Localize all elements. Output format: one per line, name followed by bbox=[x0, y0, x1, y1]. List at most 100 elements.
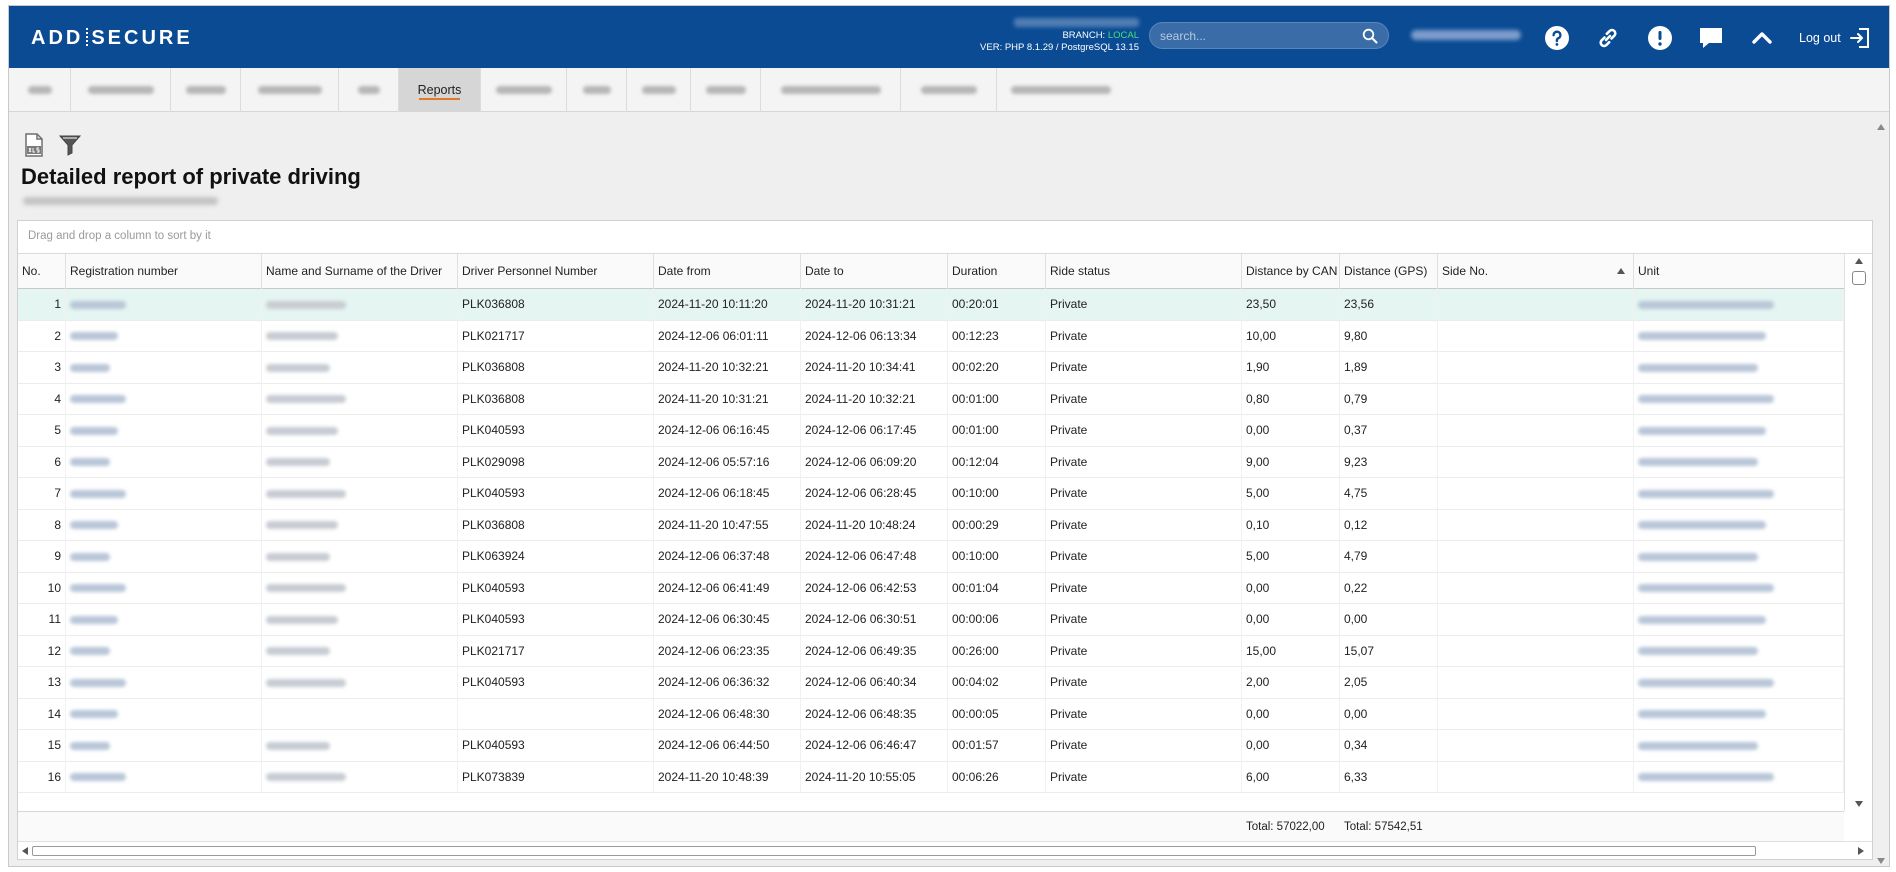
cell-unit-redacted bbox=[1634, 572, 1844, 604]
table-row[interactable]: 3 PLK036808 2024-11-20 10:32:21 2024-11-20 … bbox=[18, 352, 1844, 384]
table-row[interactable]: 6 PLK029098 2024-12-06 05:57:16 2024-12-06 … bbox=[18, 446, 1844, 478]
table-row[interactable]: 14 2024-12-06 06:48:30 2024-12-06 06:48:35… bbox=[18, 698, 1844, 730]
table-row[interactable]: 10 PLK040593 2024-12-06 06:41:49 2024-12-06… bbox=[18, 572, 1844, 604]
tab-redacted-8[interactable] bbox=[627, 68, 691, 112]
col-distance-gps[interactable]: Distance (GPS) bbox=[1340, 254, 1438, 289]
col-no[interactable]: No. bbox=[18, 254, 66, 289]
scroll-right-arrow-icon[interactable] bbox=[1858, 847, 1864, 855]
cell-date-from: 2024-11-20 10:31:21 bbox=[654, 383, 801, 415]
col-personnel-number[interactable]: Driver Personnel Number bbox=[458, 254, 654, 289]
col-duration[interactable]: Duration bbox=[948, 254, 1046, 289]
logo-right-text: SECURE bbox=[91, 27, 193, 49]
col-unit[interactable]: Unit bbox=[1638, 264, 1660, 278]
logout-button[interactable]: Log out bbox=[1799, 24, 1871, 52]
tab-redacted-12[interactable] bbox=[997, 68, 1125, 112]
table-row-partial[interactable] bbox=[18, 793, 1844, 811]
tab-redacted-7[interactable] bbox=[567, 68, 627, 112]
page-scroll-up-icon[interactable] bbox=[1877, 124, 1885, 130]
col-date-from[interactable]: Date from bbox=[654, 254, 801, 289]
scroll-down-arrow-icon[interactable] bbox=[1855, 801, 1863, 807]
group-drop-area[interactable]: Drag and drop a column to sort by it bbox=[18, 221, 1872, 254]
table-row[interactable]: 16 PLK073839 2024-11-20 10:48:39 2024-11-20… bbox=[18, 761, 1844, 793]
col-side-no[interactable]: Side No. bbox=[1438, 254, 1634, 289]
cell-no: 13 bbox=[18, 667, 66, 699]
tab-redacted-11[interactable] bbox=[901, 68, 997, 112]
chat-icon[interactable] bbox=[1696, 23, 1726, 53]
table-row[interactable]: 5 PLK040593 2024-12-06 06:16:45 2024-12-06 … bbox=[18, 415, 1844, 447]
tab-redacted-1[interactable] bbox=[9, 68, 71, 112]
help-icon[interactable] bbox=[1542, 23, 1572, 53]
cell-distance-gps: 15,07 bbox=[1340, 635, 1438, 667]
table-row[interactable]: 11 PLK040593 2024-12-06 06:30:45 2024-12-06… bbox=[18, 604, 1844, 636]
redacted-value bbox=[70, 552, 110, 561]
cell-registration-redacted bbox=[66, 320, 262, 352]
table-row[interactable]: 13 PLK040593 2024-12-06 06:36:32 2024-12-06… bbox=[18, 667, 1844, 699]
scroll-left-arrow-icon[interactable] bbox=[22, 847, 28, 855]
cell-driver-name-redacted bbox=[262, 698, 458, 730]
redacted-value bbox=[266, 615, 338, 624]
table-row[interactable]: 1 PLK036808 2024-11-20 10:11:20 2024-11-20 … bbox=[18, 289, 1844, 321]
col-driver-name[interactable]: Name and Surname of the Driver bbox=[262, 254, 458, 289]
cell-ride-status: Private bbox=[1046, 289, 1242, 321]
col-ride-status[interactable]: Ride status bbox=[1046, 254, 1242, 289]
cell-side-no bbox=[1438, 446, 1634, 478]
cell-date-from: 2024-12-06 06:30:45 bbox=[654, 604, 801, 636]
tab-reports[interactable]: Reports bbox=[399, 68, 481, 112]
cell-registration-redacted bbox=[66, 572, 262, 604]
table-row[interactable]: 15 PLK040593 2024-12-06 06:44:50 2024-12-06… bbox=[18, 730, 1844, 762]
search-icon[interactable] bbox=[1362, 28, 1378, 44]
tab-redacted-3[interactable] bbox=[171, 68, 241, 112]
export-xls-button[interactable] bbox=[21, 132, 47, 158]
cell-date-to: 2024-12-06 06:46:47 bbox=[801, 730, 948, 762]
scroll-up-arrow-icon[interactable] bbox=[1855, 258, 1863, 264]
cell-unit-redacted bbox=[1634, 415, 1844, 447]
table-row[interactable]: 12 PLK021717 2024-12-06 06:23:35 2024-12-06… bbox=[18, 635, 1844, 667]
filter-button[interactable] bbox=[57, 132, 83, 158]
cell-unit-redacted bbox=[1634, 446, 1844, 478]
redacted-value bbox=[1638, 773, 1774, 782]
table-row[interactable]: 9 PLK063924 2024-12-06 06:37:48 2024-12-06 … bbox=[18, 541, 1844, 573]
cell-date-from: 2024-12-06 06:41:49 bbox=[654, 572, 801, 604]
cell-ride-status: Private bbox=[1046, 572, 1242, 604]
tab-redacted-9[interactable] bbox=[691, 68, 761, 112]
cell-distance-can: 0,80 bbox=[1242, 383, 1340, 415]
table-row[interactable]: 2 PLK021717 2024-12-06 06:01:11 2024-12-06 … bbox=[18, 320, 1844, 352]
search-input[interactable] bbox=[1160, 27, 1350, 45]
cell-registration-redacted bbox=[66, 635, 262, 667]
page-scroll-down-icon[interactable] bbox=[1877, 858, 1885, 864]
table-row[interactable]: 7 PLK040593 2024-12-06 06:18:45 2024-12-06 … bbox=[18, 478, 1844, 510]
scroll-thumb[interactable] bbox=[1852, 271, 1866, 285]
horizontal-scroll-thumb[interactable] bbox=[32, 846, 1756, 856]
cell-distance-can: 5,00 bbox=[1242, 478, 1340, 510]
cell-date-to: 2024-12-06 06:09:20 bbox=[801, 446, 948, 478]
cell-date-from: 2024-11-20 10:48:39 bbox=[654, 761, 801, 793]
tab-redacted-2[interactable] bbox=[71, 68, 171, 112]
alert-icon[interactable] bbox=[1645, 23, 1675, 53]
grid-vertical-scrollbar[interactable] bbox=[1844, 254, 1872, 811]
user-name-redacted[interactable] bbox=[1411, 30, 1521, 40]
page-vertical-scrollbar[interactable] bbox=[1873, 112, 1889, 866]
cell-unit-redacted bbox=[1634, 541, 1844, 573]
page-subtitle-redacted bbox=[23, 197, 218, 205]
tab-redacted-5[interactable] bbox=[339, 68, 399, 112]
addsecure-logo[interactable]: ADD SECURE bbox=[31, 27, 193, 50]
tab-redacted-4[interactable] bbox=[241, 68, 339, 112]
grid-horizontal-scrollbar[interactable] bbox=[18, 841, 1872, 859]
cell-ride-status: Private bbox=[1046, 604, 1242, 636]
tab-redacted-10[interactable] bbox=[761, 68, 901, 112]
table-row[interactable]: 8 PLK036808 2024-11-20 10:47:55 2024-11-20 … bbox=[18, 509, 1844, 541]
col-date-to[interactable]: Date to bbox=[801, 254, 948, 289]
cell-ride-status: Private bbox=[1046, 509, 1242, 541]
cell-duration: 00:01:57 bbox=[948, 730, 1046, 762]
table-row[interactable]: 4 PLK036808 2024-11-20 10:31:21 2024-11-20 … bbox=[18, 383, 1844, 415]
chevron-up-icon[interactable] bbox=[1747, 23, 1777, 53]
cell-ride-status: Private bbox=[1046, 320, 1242, 352]
cell-duration: 00:01:00 bbox=[948, 383, 1046, 415]
link-icon[interactable] bbox=[1593, 23, 1623, 53]
col-registration-number[interactable]: Registration number bbox=[66, 254, 262, 289]
cell-personnel-number: PLK036808 bbox=[458, 289, 654, 321]
tab-redacted-6[interactable] bbox=[481, 68, 567, 112]
report-toolbar bbox=[21, 132, 83, 158]
col-distance-can[interactable]: Distance by CAN bbox=[1242, 254, 1340, 289]
cell-date-to: 2024-12-06 06:30:51 bbox=[801, 604, 948, 636]
